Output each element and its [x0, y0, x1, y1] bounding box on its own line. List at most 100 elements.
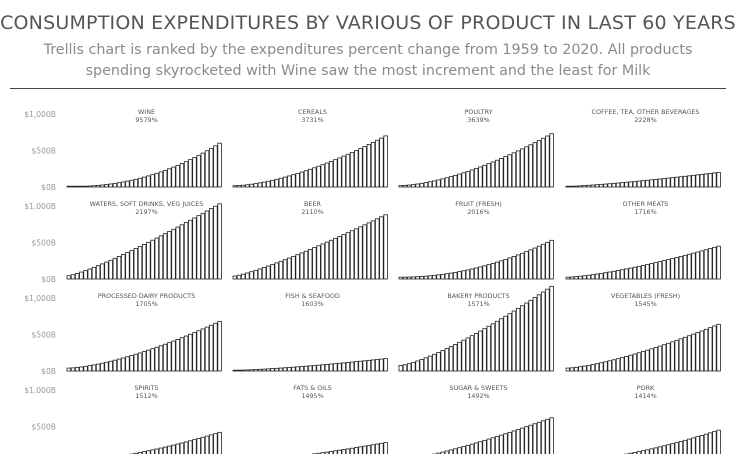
- bar-12-36: [217, 431, 222, 454]
- bar-10-8: [432, 353, 437, 372]
- bar-11-18: [641, 351, 646, 372]
- bar-0-7: [95, 184, 101, 188]
- bar-4-33: [204, 210, 210, 280]
- bar-1-26: [341, 155, 346, 188]
- bar-14-32: [532, 423, 538, 454]
- bar-10-2: [406, 363, 412, 372]
- bar-11-34: [708, 327, 713, 372]
- bar-12-30: [192, 439, 197, 454]
- bar-0-26: [175, 164, 180, 188]
- panel-pct-7: 1716%: [634, 208, 656, 216]
- bar-2-24: [499, 158, 504, 188]
- bar-3-29: [687, 175, 692, 188]
- bar-11-21: [653, 347, 658, 372]
- bar-11-36: [716, 323, 721, 372]
- bar-10-27: [511, 310, 517, 372]
- bar-1-17: [303, 170, 309, 188]
- bar-6-20: [482, 265, 487, 280]
- bar-7-34: [708, 248, 713, 280]
- bar-8-0: [66, 367, 71, 372]
- bar-6-12: [448, 272, 454, 280]
- bar-3-0: [565, 185, 570, 188]
- bar-14-18: [474, 442, 479, 454]
- bar-12-23: [162, 446, 168, 454]
- bar-1-36: [383, 135, 388, 188]
- bar-13-24: [333, 450, 338, 454]
- bar-1-0: [232, 185, 237, 188]
- bar-6-22: [490, 263, 496, 280]
- bar-10-3: [411, 361, 416, 372]
- bar-5-31: [362, 224, 367, 280]
- bar-6-16: [465, 269, 471, 280]
- y-tick-label-row0-2: $1,000B: [24, 110, 56, 119]
- bar-14-34: [541, 420, 546, 454]
- y-tick-label-row1-1: $500B: [31, 239, 56, 248]
- bar-9-25: [337, 362, 342, 372]
- bar-15-30: [691, 437, 696, 454]
- bar-7-5: [586, 274, 591, 280]
- bar-7-31: [695, 251, 700, 280]
- bar-11-32: [699, 330, 705, 372]
- bar-3-1: [569, 185, 575, 188]
- bar-12-20: [150, 449, 155, 454]
- bar-11-26: [674, 339, 679, 372]
- bar-0-3: [79, 185, 84, 188]
- bar-9-22: [324, 364, 330, 372]
- bar-2-36: [549, 133, 554, 188]
- bar-6-5: [419, 276, 424, 280]
- panel-title-10: BAKERY PRODUCTS: [447, 292, 509, 300]
- bar-3-25: [670, 177, 675, 188]
- panel-pct-12: 1512%: [135, 392, 157, 400]
- y-tick-label-row3-1: $500B: [31, 423, 56, 432]
- bar-4-31: [196, 215, 201, 280]
- bar-2-31: [528, 144, 533, 188]
- bar-5-8: [266, 265, 271, 280]
- bar-2-19: [478, 166, 483, 188]
- bar-3-21: [653, 179, 658, 188]
- bar-4-22: [158, 235, 164, 280]
- bar-3-30: [691, 174, 696, 188]
- bar-10-9: [436, 352, 441, 372]
- panel-pct-6: 2016%: [467, 208, 489, 216]
- bar-8-2: [74, 367, 80, 372]
- bar-4-15: [129, 250, 134, 280]
- bar-7-21: [653, 262, 658, 280]
- bar-7-15: [628, 267, 633, 280]
- bar-12-25: [171, 444, 176, 454]
- bar-10-32: [532, 297, 538, 372]
- bar-15-27: [678, 441, 684, 454]
- bar-2-22: [490, 161, 496, 188]
- bar-4-29: [188, 219, 193, 280]
- bar-5-20: [316, 245, 321, 280]
- bar-13-21: [320, 452, 325, 454]
- bar-10-14: [457, 341, 462, 372]
- bar-4-1: [70, 274, 76, 280]
- bar-5-25: [337, 236, 342, 280]
- bar-0-12: [116, 182, 122, 188]
- bar-4-32: [200, 212, 206, 280]
- panel-pct-3: 2228%: [634, 116, 656, 124]
- bar-9-33: [370, 359, 376, 372]
- bar-7-24: [666, 259, 671, 280]
- bar-14-19: [478, 441, 483, 454]
- bar-0-16: [133, 178, 139, 188]
- bar-5-1: [236, 274, 242, 280]
- bar-8-21: [154, 346, 159, 372]
- bar-7-16: [632, 266, 638, 280]
- bar-14-26: [507, 431, 512, 454]
- bar-5-4: [249, 271, 254, 280]
- bar-8-20: [150, 348, 155, 372]
- bar-9-3: [245, 369, 250, 372]
- bar-2-0: [398, 185, 403, 188]
- bar-4-16: [133, 248, 139, 280]
- bar-3-7: [594, 184, 600, 188]
- bar-6-30: [524, 251, 529, 280]
- bar-6-34: [541, 243, 546, 280]
- bar-6-29: [520, 252, 525, 280]
- bar-14-23: [494, 436, 500, 454]
- panel-pct-2: 3639%: [467, 116, 489, 124]
